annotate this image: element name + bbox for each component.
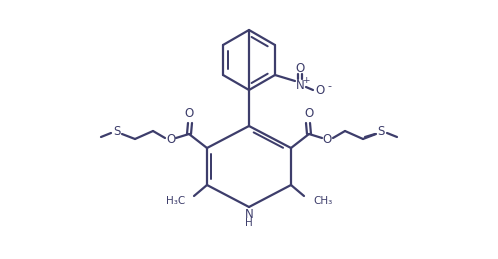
Text: O: O — [166, 133, 176, 146]
Text: S: S — [114, 125, 121, 138]
Text: O: O — [304, 106, 314, 119]
Text: H: H — [245, 218, 253, 228]
Text: S: S — [377, 125, 384, 138]
Text: H₃C: H₃C — [166, 196, 185, 206]
Text: N: N — [296, 78, 304, 91]
Text: O: O — [184, 106, 194, 119]
Text: -: - — [327, 81, 331, 91]
Text: N: N — [245, 208, 253, 221]
Text: CH₃: CH₃ — [313, 196, 332, 206]
Text: +: + — [302, 76, 310, 84]
Text: O: O — [295, 61, 305, 75]
Text: O: O — [322, 133, 332, 146]
Text: O: O — [315, 83, 325, 97]
